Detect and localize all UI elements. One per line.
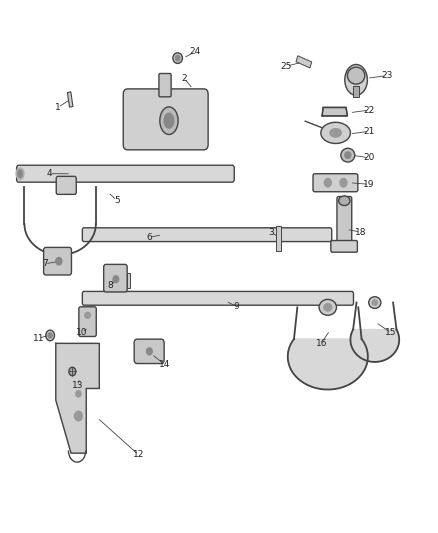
Text: 25: 25	[281, 62, 292, 70]
FancyBboxPatch shape	[134, 339, 164, 364]
FancyBboxPatch shape	[82, 228, 332, 241]
Text: 16: 16	[315, 339, 327, 348]
Text: 7: 7	[42, 260, 48, 268]
Text: 9: 9	[233, 302, 239, 311]
Ellipse shape	[69, 367, 76, 376]
Text: 11: 11	[33, 334, 44, 343]
FancyBboxPatch shape	[123, 89, 208, 150]
Ellipse shape	[74, 411, 82, 421]
Text: 3: 3	[268, 228, 274, 237]
Ellipse shape	[46, 330, 54, 341]
FancyBboxPatch shape	[79, 307, 96, 336]
Ellipse shape	[369, 297, 381, 309]
Ellipse shape	[48, 333, 52, 338]
Ellipse shape	[319, 300, 336, 316]
Polygon shape	[288, 339, 368, 390]
Polygon shape	[322, 108, 347, 116]
Text: 24: 24	[190, 47, 201, 56]
Text: 5: 5	[114, 196, 120, 205]
Ellipse shape	[113, 276, 119, 282]
FancyBboxPatch shape	[313, 174, 358, 192]
FancyBboxPatch shape	[44, 247, 71, 275]
FancyBboxPatch shape	[82, 292, 353, 305]
Ellipse shape	[345, 64, 367, 95]
FancyBboxPatch shape	[337, 197, 352, 248]
Ellipse shape	[16, 168, 24, 180]
Text: 14: 14	[159, 360, 170, 369]
Text: 4: 4	[46, 169, 52, 178]
Ellipse shape	[56, 257, 62, 265]
Polygon shape	[127, 273, 130, 288]
Ellipse shape	[340, 179, 347, 187]
Ellipse shape	[147, 348, 152, 355]
Ellipse shape	[76, 391, 81, 397]
Ellipse shape	[321, 122, 350, 143]
Ellipse shape	[339, 196, 350, 206]
Text: 20: 20	[364, 154, 375, 163]
Ellipse shape	[372, 300, 378, 305]
Polygon shape	[296, 56, 312, 68]
FancyBboxPatch shape	[104, 264, 127, 292]
Polygon shape	[350, 329, 399, 362]
Text: 22: 22	[364, 106, 375, 115]
Ellipse shape	[345, 152, 351, 158]
Ellipse shape	[330, 128, 341, 137]
FancyBboxPatch shape	[159, 74, 171, 97]
Text: 12: 12	[133, 450, 144, 459]
Ellipse shape	[160, 107, 178, 134]
Ellipse shape	[85, 312, 90, 318]
Text: 6: 6	[146, 233, 152, 242]
Text: 10: 10	[76, 328, 88, 337]
Text: 13: 13	[72, 381, 83, 390]
Text: 19: 19	[364, 180, 375, 189]
Ellipse shape	[347, 67, 365, 84]
Text: 8: 8	[107, 280, 113, 289]
Ellipse shape	[173, 53, 183, 63]
Polygon shape	[276, 225, 281, 251]
FancyBboxPatch shape	[56, 176, 76, 195]
Text: 18: 18	[355, 228, 366, 237]
Text: 2: 2	[181, 74, 187, 83]
Text: 21: 21	[364, 127, 375, 136]
Polygon shape	[56, 343, 99, 453]
Ellipse shape	[341, 148, 355, 162]
Ellipse shape	[324, 179, 331, 187]
Ellipse shape	[164, 114, 174, 128]
Text: 23: 23	[381, 71, 392, 80]
Text: 15: 15	[385, 328, 397, 337]
Polygon shape	[67, 92, 73, 107]
Polygon shape	[353, 86, 359, 98]
Ellipse shape	[176, 55, 180, 61]
FancyBboxPatch shape	[17, 165, 234, 182]
Ellipse shape	[18, 170, 22, 177]
FancyBboxPatch shape	[331, 240, 357, 252]
Ellipse shape	[324, 304, 332, 311]
Text: 1: 1	[55, 103, 61, 112]
